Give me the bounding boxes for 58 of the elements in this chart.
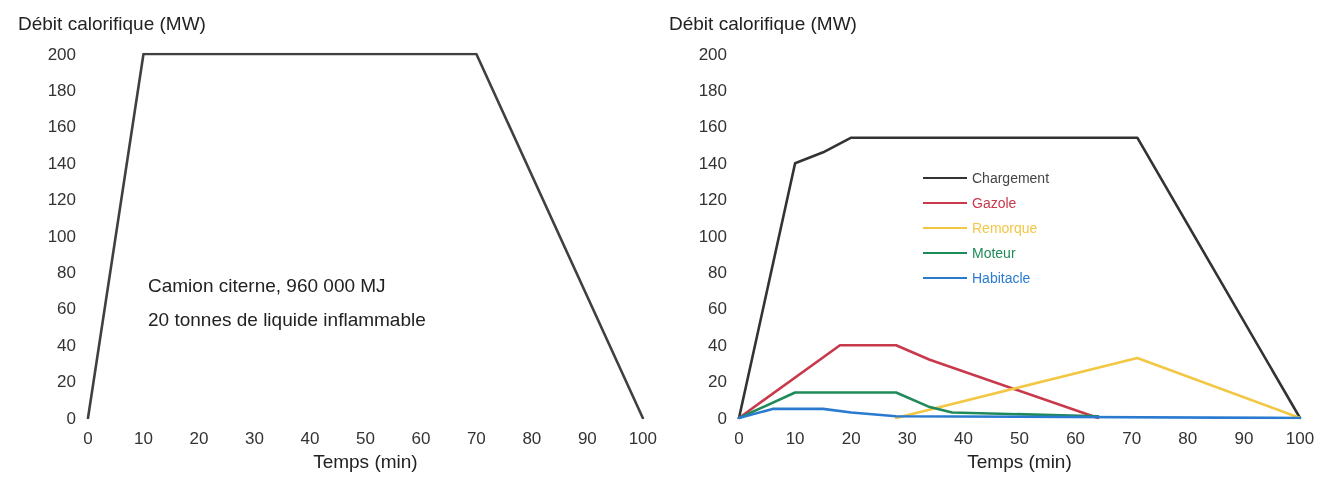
x-tick-label: 50	[355, 429, 375, 448]
x-tick-label: 10	[785, 429, 805, 448]
x-axis-title: Temps (min)	[313, 450, 418, 472]
y-tick-label: 0	[717, 408, 727, 428]
y-tick-label: 160	[47, 117, 76, 137]
line-series	[737, 136, 1302, 420]
x-tick-label: 0	[83, 429, 93, 448]
y-tick-label: 200	[47, 44, 76, 64]
x-tick-label: 70	[466, 429, 486, 448]
x-tick-label: 90	[1234, 429, 1254, 448]
legend-label: Remorque	[972, 220, 1038, 236]
x-tick-label: 90	[577, 429, 597, 448]
x-tick-label: 20	[189, 429, 209, 448]
x-tick-label: 40	[300, 429, 320, 448]
y-tick-label: 60	[57, 299, 76, 319]
y-tick-label: 100	[698, 226, 727, 246]
y-tick-label: 80	[57, 262, 76, 282]
x-tick-label: 30	[897, 429, 917, 448]
x-axis-title: Temps (min)	[967, 450, 1072, 472]
y-tick-label: 80	[708, 262, 727, 282]
annotation: 20 tonnes de liquide inflammable	[148, 309, 426, 330]
y-axis-title: Débit calorifique (MW)	[18, 13, 206, 34]
legend-label: Habitacle	[972, 270, 1031, 286]
x-tick-label: 60	[411, 429, 431, 448]
x-tick-label: 100	[1285, 429, 1315, 448]
y-tick-label: 160	[698, 117, 727, 137]
y-tick-label: 120	[698, 190, 727, 210]
y-axis-title: Débit calorifique (MW)	[669, 13, 857, 34]
x-tick-label: 70	[1122, 429, 1142, 448]
y-tick-label: 60	[708, 299, 727, 319]
x-tick-label: 50	[1010, 429, 1029, 448]
x-tick-label: 20	[841, 429, 861, 448]
y-tick-label: 120	[47, 190, 76, 210]
y-tick-label: 40	[57, 335, 76, 355]
legend-label: Gazole	[972, 195, 1017, 211]
x-tick-label: 10	[134, 429, 153, 448]
x-tick-label: 60	[1066, 429, 1086, 448]
y-tick-label: 100	[47, 226, 76, 246]
y-tick-label: 0	[66, 408, 76, 428]
y-tick-label: 140	[698, 153, 727, 173]
y-tick-label: 140	[47, 153, 76, 173]
x-tick-label: 80	[522, 429, 542, 448]
legend-label: Moteur	[972, 245, 1016, 261]
annotation: Camion citerne, 960 000 MJ	[148, 275, 386, 296]
x-tick-label: 40	[953, 429, 973, 448]
y-tick-label: 40	[708, 335, 727, 355]
x-tick-label: 100	[628, 429, 658, 448]
y-tick-label: 20	[57, 372, 76, 392]
x-tick-label: 80	[1178, 429, 1198, 448]
y-tick-label: 180	[47, 80, 76, 100]
x-tick-label: 0	[734, 429, 744, 448]
legend-label: Chargement	[972, 170, 1050, 186]
y-tick-label: 200	[698, 44, 727, 64]
line-series	[737, 407, 1302, 420]
x-tick-label: 30	[244, 429, 264, 448]
y-tick-label: 180	[698, 80, 727, 100]
y-tick-label: 20	[708, 372, 727, 392]
line-series	[737, 391, 1100, 420]
